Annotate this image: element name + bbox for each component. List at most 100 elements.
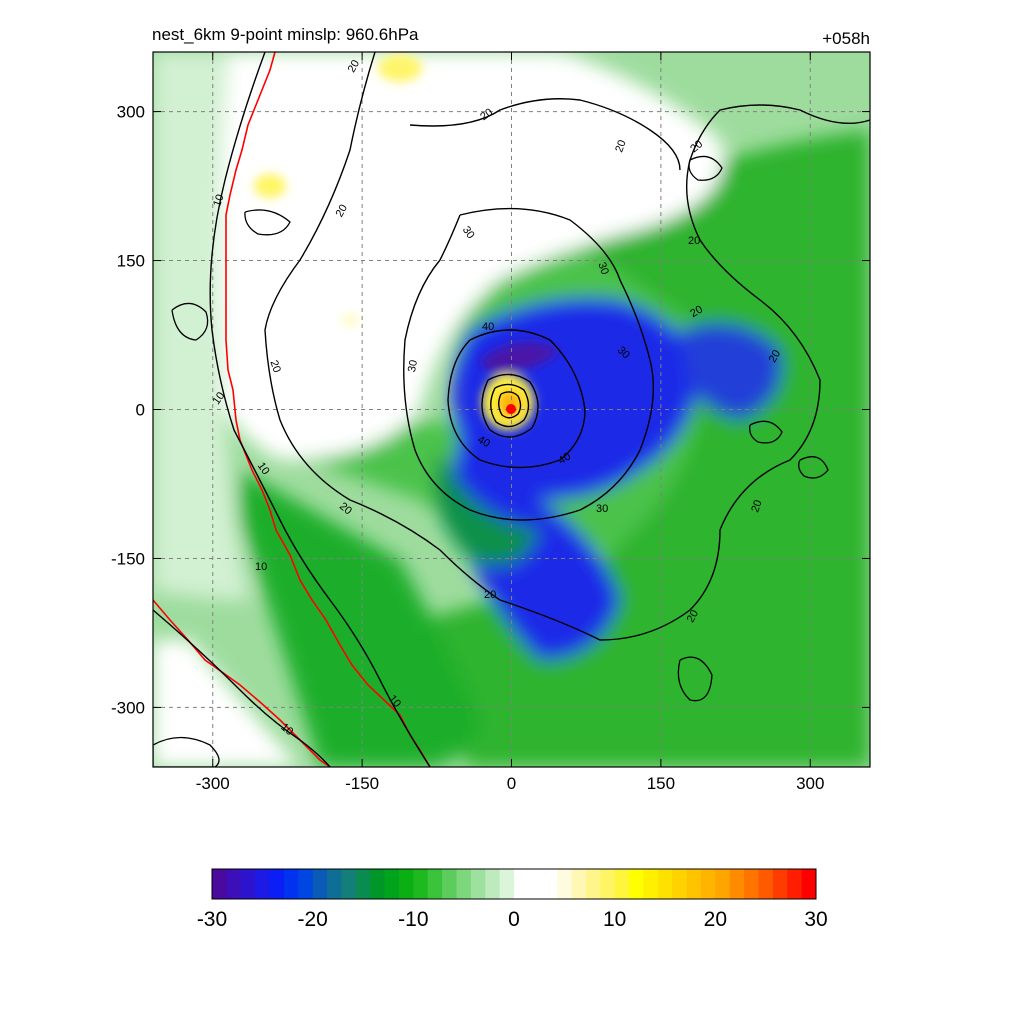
contour-label-20-d: 20 <box>613 138 628 154</box>
contour-label-40-c: 40 <box>556 451 573 468</box>
colorbar-cell-15 <box>427 869 443 899</box>
colorbar-label-6: 30 <box>804 908 827 931</box>
coastline-north <box>225 52 431 767</box>
field-purple-arc <box>480 342 560 375</box>
colorbar-cell-6 <box>298 869 314 899</box>
colorbar-label-3: 0 <box>508 908 520 931</box>
colorbar-cell-31 <box>657 869 673 899</box>
colorbar-cell-32 <box>672 869 688 899</box>
storm-center-marker <box>506 404 516 414</box>
colorbar-cell-40 <box>787 869 803 899</box>
colorbar-cell-24 <box>557 869 573 899</box>
colorbar-cell-11 <box>370 869 386 899</box>
contour-inner-2 <box>490 383 530 428</box>
contour-10-southwest <box>153 609 331 767</box>
contour-label-20-a: 20 <box>346 58 363 75</box>
colorbar-cell-30 <box>643 869 659 899</box>
colorbar-cell-22 <box>528 869 544 899</box>
x-tick-label-1: -150 <box>345 774 379 793</box>
contour-10 <box>209 52 431 767</box>
colorbar-cell-34 <box>700 869 716 899</box>
field-lightgreen-west <box>153 52 250 600</box>
contour-label-20-f: 20 <box>688 235 700 247</box>
contour-label-30-a: 30 <box>460 224 477 241</box>
colorbar-cell-20 <box>499 869 515 899</box>
colorbar-label-1: -20 <box>297 908 327 931</box>
colorbar: -30 -20 -10 0 10 20 30 <box>197 868 828 931</box>
colorbar-cell-1 <box>226 869 242 899</box>
contour-label-10-a: 10 <box>211 193 226 209</box>
contour-label-30-e: 30 <box>596 503 608 515</box>
colorbar-cell-21 <box>514 869 529 899</box>
colorbar-cell-28 <box>614 869 630 899</box>
contour-label-20-m: 20 <box>749 498 764 514</box>
colorbar-cell-8 <box>327 869 342 899</box>
contour-label-40-a: 40 <box>482 321 494 333</box>
colorbar-cell-35 <box>715 869 731 899</box>
contour-eddy-5 <box>688 155 723 181</box>
contour-eddy-1 <box>171 302 209 341</box>
y-tick-label-0: -300 <box>111 698 145 717</box>
colorbar-cells <box>212 869 817 899</box>
contour-label-10-b: 10 <box>210 390 227 407</box>
colorbar-cell-7 <box>312 869 328 899</box>
contour-label-20-k: 20 <box>484 589 496 601</box>
colorbar-cell-13 <box>398 869 414 899</box>
colorbar-cell-2 <box>240 869 256 899</box>
colorbar-cell-5 <box>283 869 299 899</box>
contour-inner-3 <box>498 391 522 419</box>
axes: -300 -150 0 150 300 -300 -150 0 150 300 <box>111 52 870 793</box>
colorbar-cell-19 <box>485 869 501 899</box>
colorbar-cell-41 <box>801 869 817 899</box>
colorbar-cell-38 <box>758 869 774 899</box>
contour-label-20-b: 20 <box>334 203 351 220</box>
colorbar-cell-4 <box>269 869 285 899</box>
x-tick-label-0: -300 <box>196 774 230 793</box>
colorbar-cell-10 <box>355 869 371 899</box>
overlay-lines <box>153 52 870 767</box>
colorbar-cell-26 <box>585 869 601 899</box>
colorbar-labels: -30 -20 -10 0 10 20 30 <box>197 908 828 931</box>
contour-label-20-c: 20 <box>478 106 495 123</box>
colorbar-cell-17 <box>456 869 472 899</box>
field-yellow-north-1 <box>378 54 422 82</box>
y-tick-label-2: 0 <box>136 401 145 420</box>
colorbar-label-4: 10 <box>603 908 626 931</box>
chart-title: nest_6km 9-point minslp: 960.6hPa <box>152 25 419 44</box>
colorbar-cell-33 <box>686 869 702 899</box>
field-white-southwest <box>153 640 300 767</box>
colorbar-cell-9 <box>341 869 357 899</box>
field-blue-east <box>680 323 782 420</box>
colorbar-cell-16 <box>442 869 457 899</box>
x-tick-label-3: 150 <box>647 774 675 793</box>
contour-label-20-g: 20 <box>688 304 705 321</box>
contour-label-20-h: 20 <box>767 348 784 365</box>
contour-label-10-c: 10 <box>255 460 272 477</box>
contour-eddy-7 <box>153 736 220 767</box>
colorbar-cell-37 <box>744 869 759 899</box>
colorbar-cell-23 <box>542 869 558 899</box>
x-tick-label-2: 0 <box>507 774 516 793</box>
field-yellow-north-3 <box>342 314 358 326</box>
field-white-northwest <box>220 52 724 460</box>
field-orange-core <box>498 390 522 418</box>
contour-label-10-d: 10 <box>255 561 267 573</box>
contour-label-20-i: 20 <box>267 359 282 375</box>
y-tick-label-1: -150 <box>111 549 145 568</box>
field-green-south <box>240 470 480 767</box>
colorbar-cell-36 <box>729 869 745 899</box>
contour-eddy-3 <box>749 420 783 444</box>
colorbar-cell-3 <box>255 869 271 899</box>
colorbar-frame <box>211 868 817 900</box>
shaded-field <box>153 52 870 767</box>
colorbar-cell-18 <box>470 869 486 899</box>
colorbar-cell-29 <box>629 869 644 899</box>
contour-30 <box>403 207 654 521</box>
colorbar-label-0: -30 <box>197 908 227 931</box>
colorbar-cell-14 <box>413 869 429 899</box>
colorbar-cell-0 <box>212 869 227 899</box>
colorbar-cell-27 <box>600 869 616 899</box>
x-tick-label-4: 300 <box>796 774 824 793</box>
contour-label-30-c: 30 <box>406 359 420 373</box>
